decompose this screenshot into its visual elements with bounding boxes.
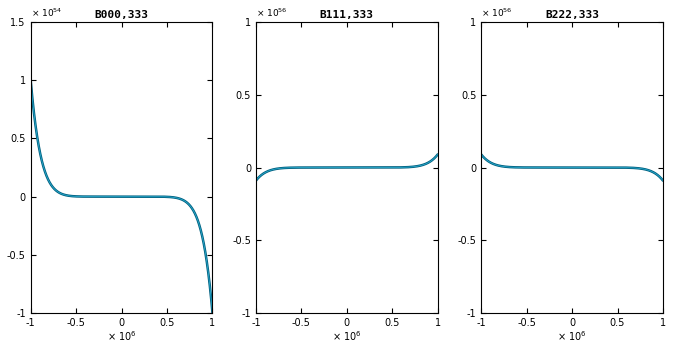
Title: B111,333: B111,333 — [320, 10, 374, 20]
X-axis label: × 10$^{6}$: × 10$^{6}$ — [332, 329, 361, 343]
Title: B000,333: B000,333 — [95, 10, 149, 20]
X-axis label: × 10$^{6}$: × 10$^{6}$ — [557, 329, 587, 343]
X-axis label: × 10$^{6}$: × 10$^{6}$ — [107, 329, 137, 343]
Text: × 10$^{56}$: × 10$^{56}$ — [481, 7, 513, 19]
Title: B222,333: B222,333 — [545, 10, 599, 20]
Text: × 10$^{54}$: × 10$^{54}$ — [31, 7, 63, 19]
Text: × 10$^{56}$: × 10$^{56}$ — [256, 7, 287, 19]
